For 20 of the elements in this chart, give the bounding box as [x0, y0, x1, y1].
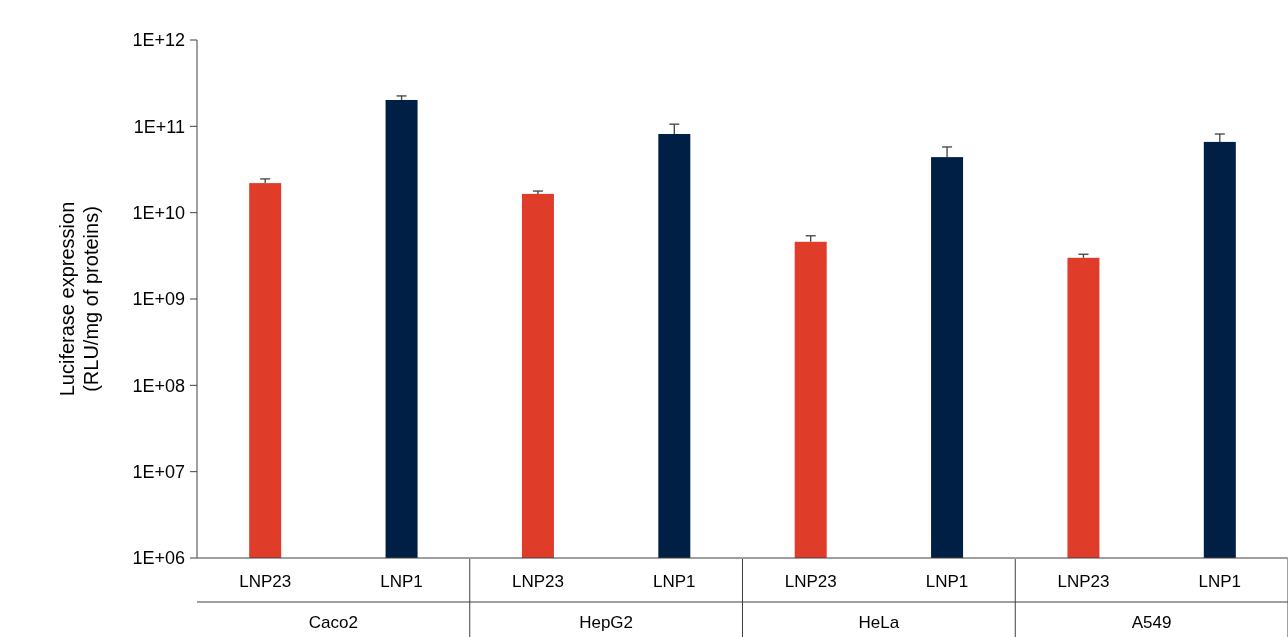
text: LNP1	[653, 571, 696, 591]
y-tick-label: 1E+06	[132, 548, 185, 569]
x-tick-label: HeLa	[858, 612, 900, 632]
text: LNP23	[239, 571, 292, 591]
x-tick-label: A549	[1131, 612, 1172, 632]
y-tick-label: 1E+08	[132, 375, 185, 396]
y-tick-label: 1E+09	[132, 289, 185, 310]
x-tick-label: Caco2	[308, 612, 358, 632]
y-axis-title: Luciferase expression (RLU/mg of proteins)	[56, 201, 102, 397]
y-tick-label: 1E+10	[132, 202, 185, 223]
text: LNP1	[1198, 571, 1242, 591]
series-label: LNP23	[511, 571, 564, 591]
text: LNP23	[784, 571, 837, 591]
text: LNP23	[1057, 571, 1110, 591]
x-tick-label: HepG2	[579, 612, 634, 632]
y-tick-label: 1E+07	[132, 461, 185, 482]
series-label: LNP1	[380, 571, 423, 591]
text: LNP1	[925, 571, 969, 591]
y-tick-label: 1E+12	[132, 30, 185, 51]
y-tick-label: 1E+11	[133, 116, 185, 137]
